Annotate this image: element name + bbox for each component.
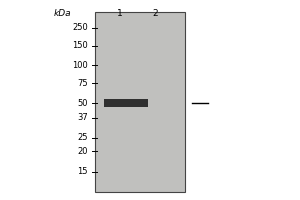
Bar [104,99,148,107]
Text: 1: 1 [117,9,123,18]
Text: 2: 2 [152,9,158,18]
Text: 20: 20 [77,146,88,156]
Text: 25: 25 [77,134,88,142]
Text: kDa: kDa [53,9,71,18]
Text: 37: 37 [77,114,88,122]
Text: 150: 150 [72,42,88,50]
Text: 50: 50 [77,98,88,108]
Text: 75: 75 [77,78,88,88]
Bar [95,12,185,192]
Text: 100: 100 [72,60,88,70]
Text: 250: 250 [72,23,88,32]
Text: 15: 15 [77,168,88,176]
